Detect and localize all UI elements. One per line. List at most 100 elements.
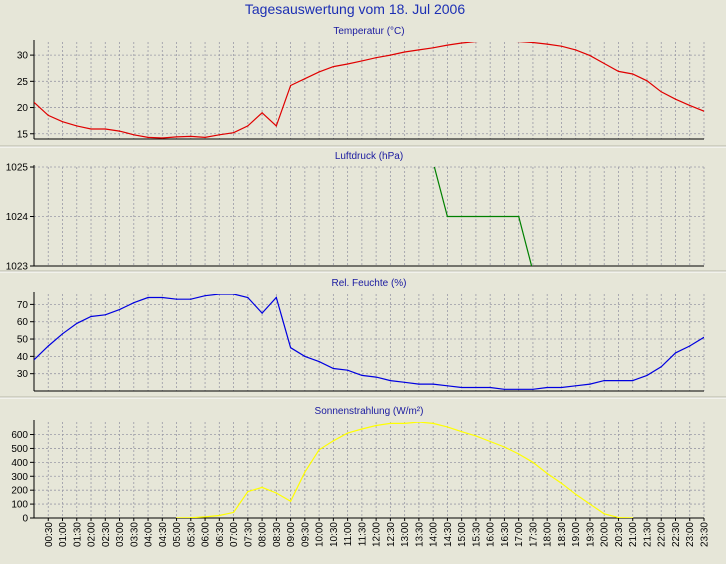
data-point bbox=[603, 380, 605, 382]
data-point bbox=[518, 42, 520, 43]
data-point bbox=[389, 54, 391, 56]
data-point bbox=[504, 40, 505, 41]
data-point bbox=[47, 114, 49, 116]
x-tick-label: 12:00 bbox=[372, 522, 383, 547]
data-point bbox=[318, 361, 320, 363]
y-tick-label: 300 bbox=[11, 472, 28, 483]
data-point bbox=[660, 366, 662, 368]
x-tick-label: 14:30 bbox=[443, 522, 454, 547]
data-point bbox=[218, 294, 220, 295]
panel-humidity: Rel. Feuchte (%) 30 40 50 60 70 bbox=[0, 278, 726, 399]
data-point bbox=[418, 383, 420, 385]
y-tick-label: 200 bbox=[11, 486, 28, 497]
data-point bbox=[674, 352, 677, 354]
data-point bbox=[689, 345, 691, 347]
y-tick-label: 50 bbox=[17, 335, 29, 346]
panel-title: Rel. Feuchte (%) bbox=[331, 278, 406, 289]
data-point bbox=[617, 517, 620, 518]
gridlines bbox=[34, 422, 705, 519]
data-point bbox=[218, 134, 220, 136]
y-tick-label: 30 bbox=[17, 51, 29, 62]
gridlines bbox=[34, 294, 705, 391]
data-point bbox=[461, 431, 463, 433]
y-tick-label: 20 bbox=[17, 103, 29, 114]
data-point bbox=[461, 215, 463, 218]
data-point bbox=[503, 388, 505, 390]
data-point bbox=[190, 298, 192, 300]
series-line-temperature bbox=[34, 42, 704, 139]
x-tick-label: 16:00 bbox=[486, 522, 497, 547]
y-tick-label: 40 bbox=[17, 352, 29, 363]
x-tick-label: 19:30 bbox=[586, 522, 597, 547]
data-point bbox=[446, 215, 448, 218]
data-point bbox=[489, 386, 491, 389]
plot-area bbox=[34, 294, 704, 391]
data-point bbox=[104, 128, 106, 130]
data-point bbox=[161, 296, 163, 299]
x-tick-label: 08:00 bbox=[258, 522, 269, 547]
data-point bbox=[632, 380, 634, 382]
data-point bbox=[133, 302, 135, 304]
data-point bbox=[275, 492, 277, 494]
y-tick-label: 60 bbox=[17, 317, 29, 328]
data-point bbox=[575, 49, 577, 51]
data-point bbox=[490, 40, 491, 41]
series-line-pressure bbox=[433, 167, 533, 266]
data-point bbox=[389, 380, 391, 382]
x-tick-label: 23:00 bbox=[685, 522, 696, 547]
data-point bbox=[461, 42, 463, 44]
data-point bbox=[304, 355, 306, 357]
data-point bbox=[446, 426, 448, 428]
data-point bbox=[204, 516, 206, 518]
data-point bbox=[560, 386, 563, 389]
data-point bbox=[361, 428, 363, 430]
data-point bbox=[332, 66, 334, 68]
y-tick-label: 1024 bbox=[6, 212, 29, 223]
x-tick-label: 22:30 bbox=[671, 522, 682, 547]
x-tick-label: 12:30 bbox=[386, 522, 397, 547]
data-point bbox=[546, 472, 548, 475]
panel-title: Sonnenstrahlung (W/m²) bbox=[315, 406, 424, 417]
data-point bbox=[518, 453, 520, 455]
data-point bbox=[304, 78, 306, 80]
data-point bbox=[703, 336, 704, 338]
y-tick-label: 600 bbox=[11, 430, 28, 441]
data-point bbox=[204, 295, 206, 297]
series-line-humidity bbox=[34, 294, 704, 390]
x-tick-label: 18:30 bbox=[557, 522, 568, 547]
x-tick-label: 20:30 bbox=[614, 522, 625, 547]
data-point bbox=[617, 380, 620, 382]
data-point bbox=[475, 42, 477, 43]
y-tick-label: 500 bbox=[11, 444, 28, 455]
panel-title: Temperatur (°C) bbox=[333, 26, 404, 37]
x-tick-label: 10:30 bbox=[329, 522, 340, 547]
x-tick-label: 22:00 bbox=[657, 522, 668, 547]
x-tick-label: 15:00 bbox=[457, 522, 468, 547]
data-point bbox=[61, 333, 64, 335]
data-point bbox=[347, 63, 349, 65]
data-point bbox=[332, 440, 334, 442]
data-point bbox=[461, 386, 463, 389]
x-tick-label: 11:30 bbox=[357, 522, 368, 547]
data-point bbox=[290, 500, 292, 502]
data-point bbox=[589, 383, 591, 385]
data-point bbox=[318, 449, 320, 451]
data-point bbox=[47, 345, 49, 347]
y-tick-label: 400 bbox=[11, 458, 28, 469]
x-tick-label: 17:30 bbox=[528, 522, 539, 547]
data-point bbox=[632, 73, 634, 75]
x-tick-label: 17:00 bbox=[514, 522, 525, 547]
data-point bbox=[90, 315, 92, 318]
data-point bbox=[503, 446, 505, 448]
data-point bbox=[489, 215, 491, 218]
data-point bbox=[518, 215, 520, 218]
data-point bbox=[261, 112, 263, 114]
panel-pressure: Luftdruck (hPa) 1023 1024 1025 bbox=[0, 151, 726, 273]
x-axis-labels: 00:30 01:00 01:30 02:00 02:30 03:00 03:30 04:00… bbox=[44, 518, 711, 547]
data-point bbox=[575, 493, 577, 495]
data-point bbox=[432, 383, 434, 385]
plot-area bbox=[34, 422, 704, 518]
data-point bbox=[247, 125, 249, 127]
x-tick-label: 21:30 bbox=[643, 522, 654, 547]
y-tick-label: 100 bbox=[11, 500, 28, 511]
